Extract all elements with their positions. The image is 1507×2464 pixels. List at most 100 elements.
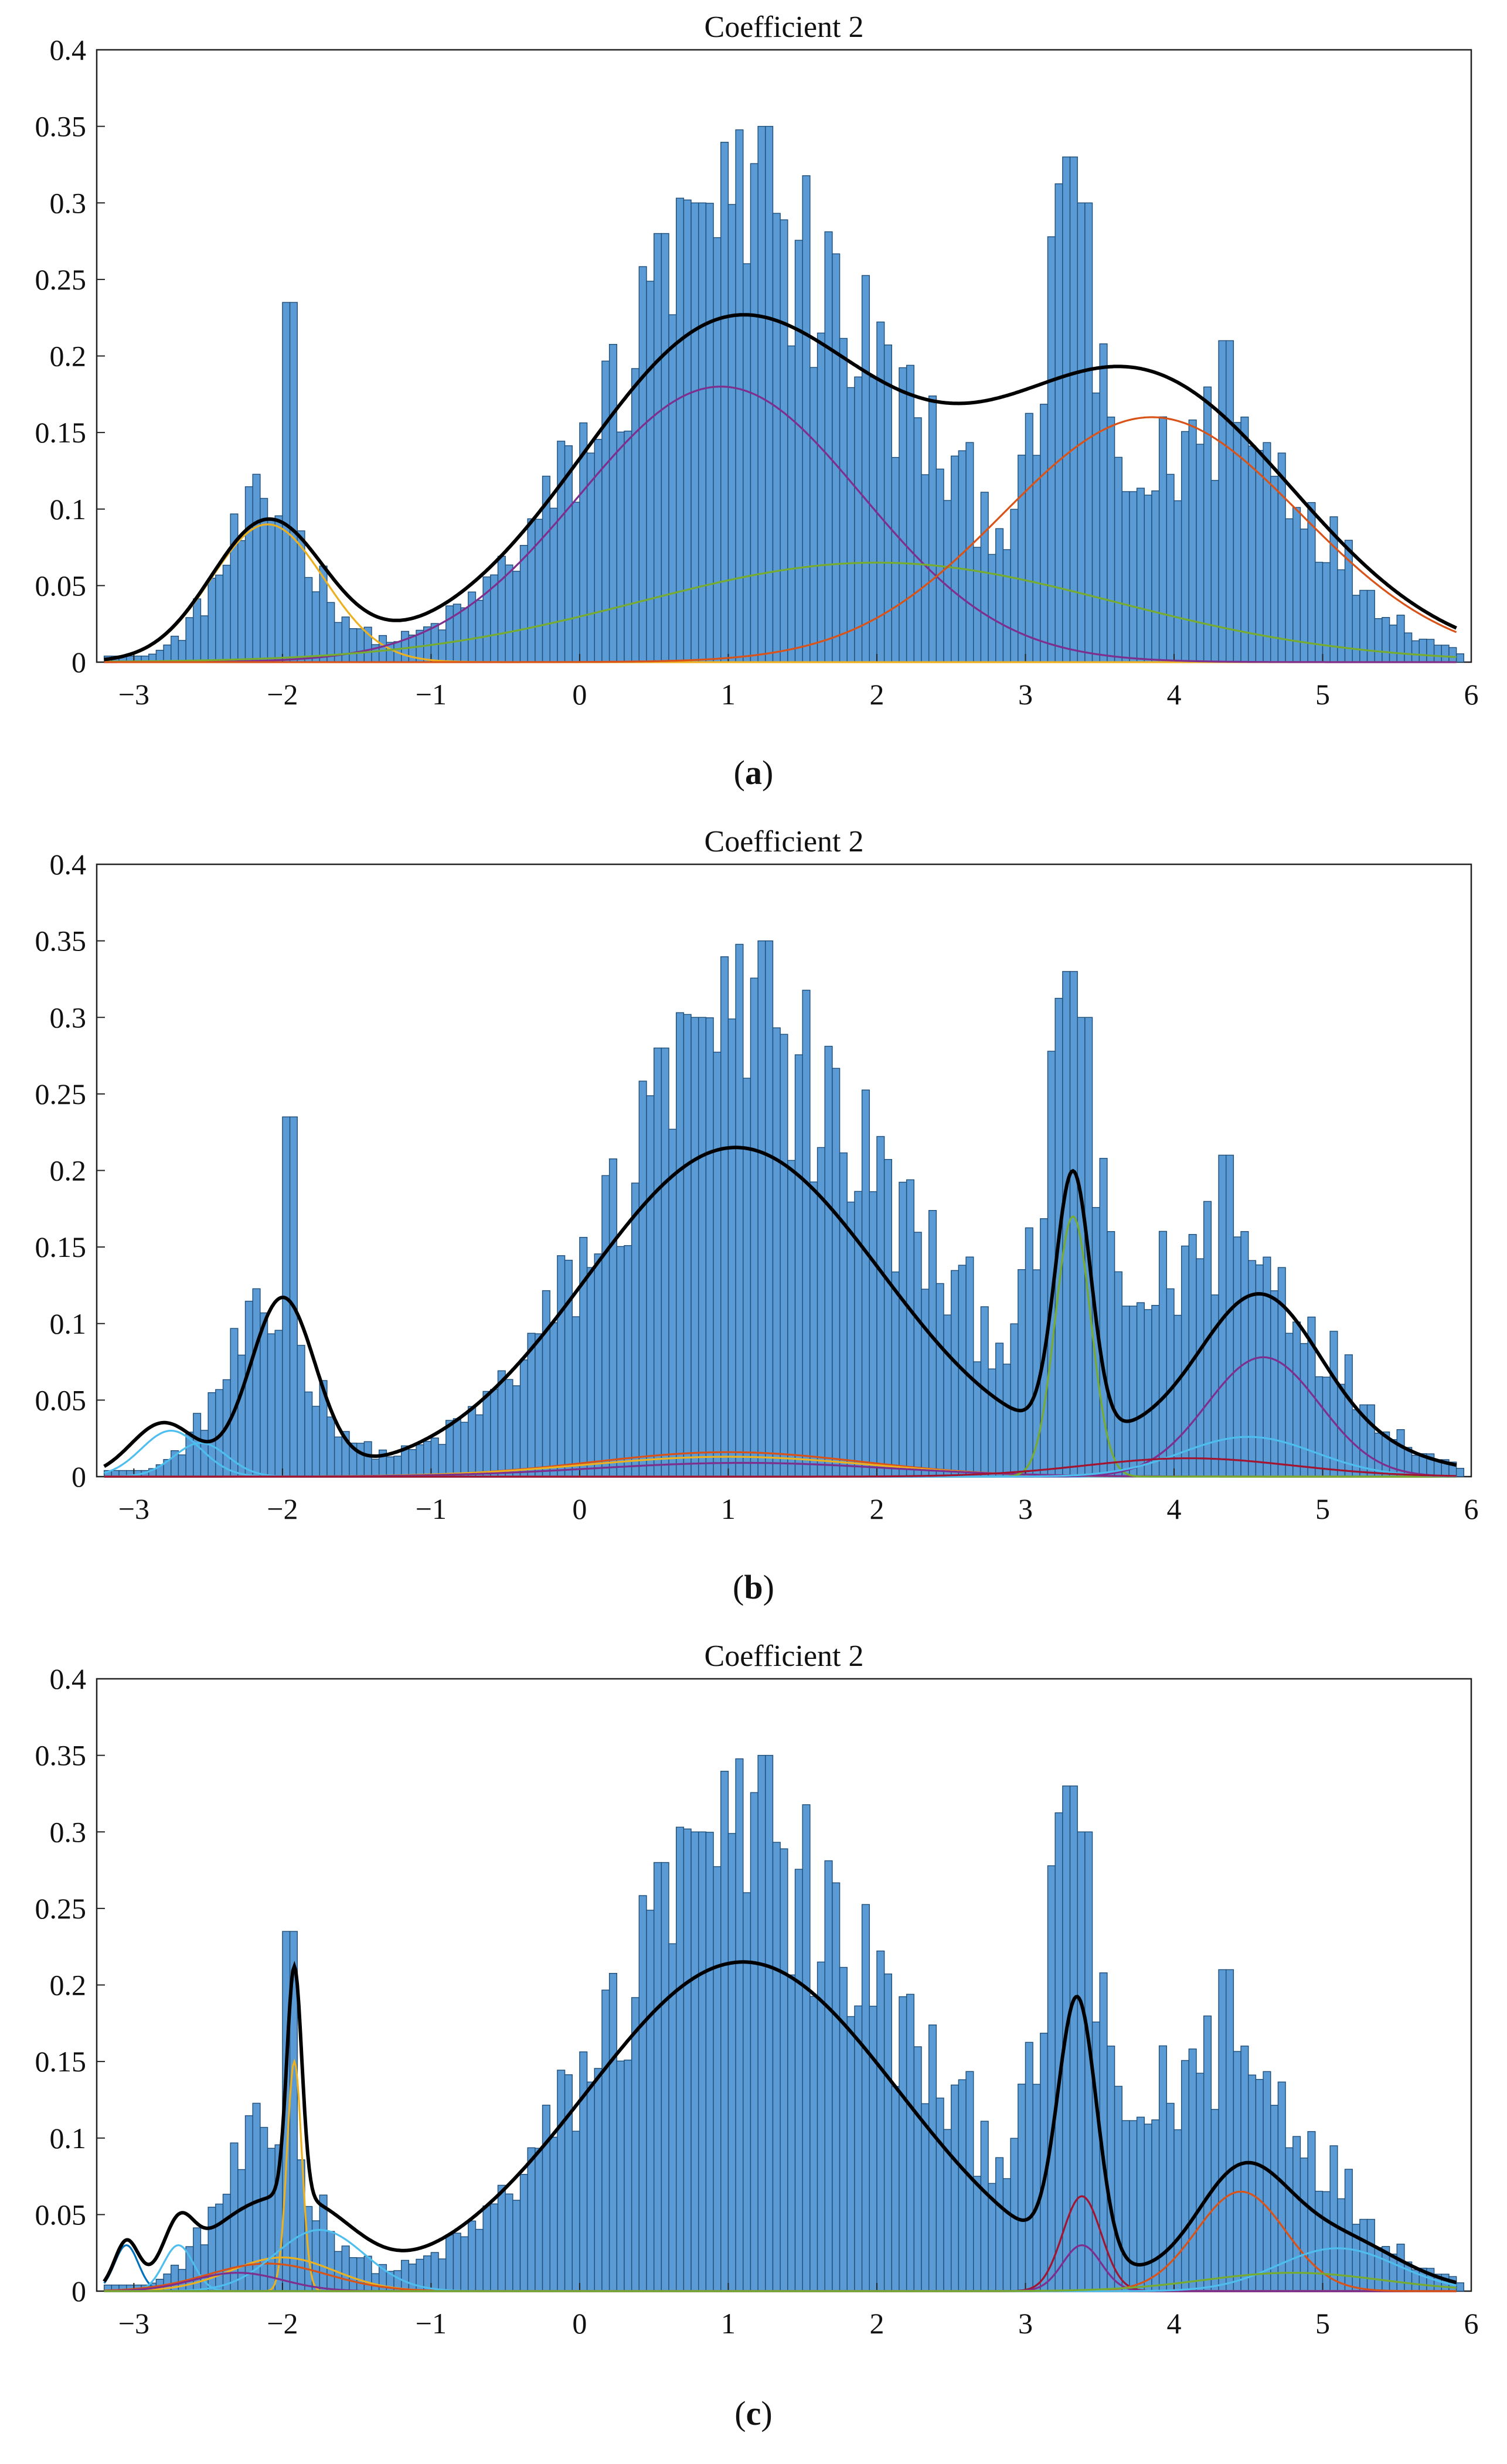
- histogram-bar: [371, 2273, 380, 2292]
- histogram-bar: [1136, 1302, 1145, 1477]
- histogram-bar: [1218, 1969, 1227, 2292]
- histogram-bar: [1114, 456, 1122, 663]
- histogram-bar: [557, 2070, 566, 2292]
- y-tick-label: 0: [72, 1460, 86, 1493]
- histogram-bar: [371, 1458, 380, 1477]
- y-tick-label: 0.05: [35, 569, 87, 602]
- histogram-bar: [349, 628, 358, 663]
- histogram-bar: [698, 202, 707, 663]
- histogram-bar: [1300, 1343, 1308, 1477]
- histogram-bar: [869, 2005, 877, 2292]
- x-tick-label: −1: [416, 1492, 447, 1525]
- x-tick-label: −1: [416, 678, 447, 711]
- histogram-bar: [542, 1290, 550, 1477]
- histogram-bar: [1032, 2084, 1041, 2292]
- histogram-bar: [408, 1449, 417, 1477]
- histogram-bar: [1084, 202, 1093, 663]
- y-tick-label: 0.2: [50, 1969, 87, 2002]
- x-tick-label: 3: [1018, 2307, 1033, 2340]
- histogram-bars: [103, 1754, 1465, 2292]
- component-curve: [104, 561, 1457, 663]
- histogram-bar: [1018, 454, 1026, 663]
- histogram-bar: [936, 1283, 944, 1477]
- histogram-bar: [601, 1175, 610, 1477]
- histogram-bar: [1285, 1332, 1294, 1477]
- histogram-bar: [1255, 449, 1264, 663]
- histogram-bar: [787, 1160, 796, 1477]
- x-tick-label: 5: [1315, 1492, 1330, 1525]
- histogram-bar: [1329, 2145, 1338, 2292]
- y-tick-label: 0.35: [35, 110, 87, 143]
- histogram-bar: [1010, 509, 1019, 663]
- histogram-bar: [378, 635, 387, 663]
- histogram-bar: [913, 417, 922, 663]
- histogram-bar: [1018, 2083, 1026, 2292]
- histogram-bar: [980, 2121, 989, 2292]
- histogram-bar: [1010, 1323, 1019, 1477]
- histogram-bar: [586, 1267, 595, 1477]
- histogram-bar: [608, 1972, 617, 2292]
- histogram-bar: [690, 1017, 699, 1477]
- panel-a: Coefficient 2 0 0.05 0.1 0.15 0.2 0.25 0.3 0.35 0…: [0, 0, 1507, 820]
- histogram-bar: [802, 1804, 811, 2292]
- panel-b: Coefficient 2 0 0.05 0.1 0.15 0.2 0.25 0.3 0.35 0…: [0, 814, 1507, 1635]
- y-tick-label: 0.1: [50, 1307, 87, 1340]
- y-tick-label: 0.4: [50, 1662, 87, 1695]
- histogram-bar: [824, 1860, 833, 2292]
- histogram-bar: [787, 1974, 796, 2292]
- histogram-bar: [1129, 1306, 1138, 1477]
- histogram-bar: [1418, 639, 1427, 663]
- histogram-bar: [1240, 416, 1249, 663]
- caption-b: (b): [733, 1568, 774, 1606]
- histogram-bar: [780, 1034, 788, 1477]
- histogram-bar: [601, 360, 610, 663]
- histogram-bar: [1002, 2178, 1011, 2292]
- component-curve: [104, 2272, 1457, 2292]
- histogram-bar: [1263, 1256, 1271, 1477]
- histogram-bar: [1002, 1364, 1011, 1477]
- x-tick-label: 2: [869, 678, 884, 711]
- histogram-bar: [1270, 2105, 1279, 2292]
- histogram-bar: [876, 1136, 885, 1477]
- histogram-bar: [883, 1973, 892, 2292]
- histogram-bar: [1181, 431, 1190, 663]
- histogram-bar: [906, 1993, 915, 2292]
- histogram-bar: [608, 1158, 617, 1477]
- y-tick-label: 0.25: [35, 263, 87, 296]
- histogram-bar: [571, 502, 580, 663]
- histogram-bar: [519, 545, 528, 663]
- histogram-bar: [586, 2081, 595, 2292]
- histogram-bar: [274, 515, 283, 663]
- histogram-bar: [289, 1116, 298, 1477]
- y-tick-label: 0.3: [50, 1815, 87, 1848]
- histogram-bar: [705, 203, 714, 663]
- histogram-bar: [237, 1354, 246, 1477]
- histogram-bar: [386, 1456, 394, 1477]
- y-tick-label: 0.15: [35, 416, 87, 449]
- histogram-bar: [1173, 500, 1182, 663]
- histogram-bar: [876, 321, 885, 663]
- histogram-bar: [861, 275, 870, 663]
- x-tick-label: −3: [118, 2307, 149, 2340]
- histogram-bar: [1329, 1331, 1338, 1477]
- histogram-bar: [252, 473, 261, 663]
- histogram-bar: [1054, 183, 1063, 663]
- histogram-bar: [653, 1862, 662, 2292]
- histogram-bar: [252, 1288, 261, 1477]
- component-curve: [104, 1457, 1457, 1478]
- y-tick-label: 0.35: [35, 1739, 87, 1772]
- histogram-bar: [824, 231, 833, 663]
- x-tick-label: −2: [267, 2307, 298, 2340]
- histogram-bar: [1233, 1236, 1241, 1477]
- histogram-bar: [846, 2016, 855, 2292]
- histogram-bar: [735, 943, 744, 1477]
- histogram-bar: [1292, 1321, 1301, 1477]
- histogram-bar: [215, 574, 224, 663]
- histogram-bar: [1366, 1404, 1375, 1477]
- histogram-bar: [772, 1027, 781, 1477]
- histogram-bar: [661, 1047, 669, 1477]
- histogram-bar: [512, 1385, 521, 1477]
- histogram-bar: [951, 1270, 960, 1477]
- histogram-bar: [401, 2259, 410, 2292]
- component-curve: [104, 386, 1457, 663]
